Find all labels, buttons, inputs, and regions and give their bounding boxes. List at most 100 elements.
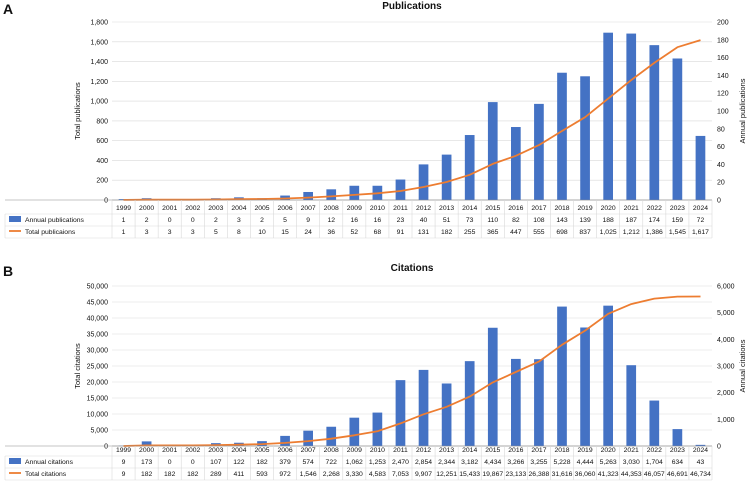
panel-a-category-label: 2019 bbox=[578, 205, 593, 212]
panel-a-total-value: 698 bbox=[556, 229, 568, 236]
panel-a-left-axis-title: Total publications bbox=[73, 82, 82, 140]
panel-b-bar bbox=[303, 431, 313, 446]
panel-b-right-tick-label: 1,000 bbox=[717, 417, 735, 424]
panel-b-left-axis-title: Total citations bbox=[73, 343, 82, 389]
panel-b-title: Citations bbox=[391, 263, 434, 274]
panel-b-annual-value: 5,263 bbox=[600, 459, 617, 466]
panel-b-annual-value: 3,182 bbox=[461, 459, 478, 466]
panel-a-bar bbox=[349, 186, 359, 200]
panel-a-total-value: 1,386 bbox=[646, 229, 663, 236]
panel-b-annual-value: 182 bbox=[256, 459, 268, 466]
panel-a-annual-value: 0 bbox=[191, 217, 195, 224]
panel-a-bar bbox=[696, 136, 706, 200]
panel-b-category-label: 2000 bbox=[139, 447, 154, 454]
panel-b-bar bbox=[603, 306, 613, 446]
panel-b-annual-value: 4,444 bbox=[577, 459, 594, 466]
panel-a-right-tick-label: 80 bbox=[717, 126, 725, 133]
panel-b-total-value: 12,251 bbox=[436, 471, 457, 478]
panel-a-category-label: 2005 bbox=[254, 205, 269, 212]
panel-a-category-label: 2000 bbox=[139, 205, 154, 212]
panel-b-left-tick-label: 45,000 bbox=[87, 300, 109, 307]
panel-b-category-label: 2006 bbox=[278, 447, 293, 454]
panel-a-annual-value: 3 bbox=[237, 217, 241, 224]
panel-a-bar bbox=[649, 45, 659, 200]
panel-b-right-tick-label: 6,000 bbox=[717, 284, 735, 291]
panel-b-total-value: 593 bbox=[256, 471, 268, 478]
panel-b-bar bbox=[580, 327, 590, 446]
panel-a-total-value: 131 bbox=[418, 229, 430, 236]
panel-b-total-value: 2,268 bbox=[323, 471, 340, 478]
panel-b-left-tick-label: 35,000 bbox=[87, 332, 109, 339]
panel-a-annual-value: 72 bbox=[697, 217, 705, 224]
panel-a-left-tick-label: 1,000 bbox=[90, 99, 108, 106]
panel-a-annual-value: 143 bbox=[556, 217, 568, 224]
panel-a-annual-value: 108 bbox=[533, 217, 545, 224]
panel-b-annual-value: 722 bbox=[326, 459, 338, 466]
panel-b-legend-bar-label: Annual citations bbox=[25, 459, 74, 466]
panel-a-annual-value: 2 bbox=[260, 217, 264, 224]
panel-b-annual-value: 4,434 bbox=[484, 459, 501, 466]
panel-b-category-label: 2016 bbox=[508, 447, 523, 454]
panel-b-category-label: 2007 bbox=[301, 447, 316, 454]
panel-b-bar bbox=[673, 429, 683, 446]
panel-a-bar bbox=[557, 73, 567, 200]
panel-a-total-value: 447 bbox=[510, 229, 522, 236]
panel-a-category-label: 2013 bbox=[439, 205, 454, 212]
panel-a-annual-value: 110 bbox=[487, 217, 498, 224]
panel-a-right-tick-label: 140 bbox=[717, 73, 729, 80]
panel-a-right-tick-label: 120 bbox=[717, 91, 729, 98]
panel-b-category-label: 2012 bbox=[416, 447, 431, 454]
panel-b-total-value: 7,053 bbox=[392, 471, 409, 478]
panel-b-right-axis-title: Annual citations bbox=[738, 339, 747, 392]
panel-a-legend-bar-label: Annual publications bbox=[25, 217, 85, 224]
panel-a-category-label: 2002 bbox=[185, 205, 200, 212]
panel-b-total-value: 182 bbox=[187, 471, 199, 478]
panel-a-bar bbox=[626, 34, 636, 200]
panel-a-annual-value: 23 bbox=[397, 217, 405, 224]
panel-a-category-label: 2006 bbox=[278, 205, 293, 212]
panel-a-category-label: 2008 bbox=[324, 205, 339, 212]
panel-a-category-label: 2001 bbox=[162, 205, 177, 212]
panel-a-annual-value: 82 bbox=[512, 217, 520, 224]
panel-b-total-value: 31,616 bbox=[552, 471, 573, 478]
panel-a-annual-value: 0 bbox=[168, 217, 172, 224]
panel-b-bar bbox=[465, 361, 475, 446]
panel-a-total-value: 15 bbox=[281, 229, 289, 236]
panel-b-left-tick-label: 25,000 bbox=[87, 364, 109, 371]
panel-a-total-value: 3 bbox=[168, 229, 172, 236]
panel-a-annual-value: 174 bbox=[649, 217, 661, 224]
panel-a-annual-value: 5 bbox=[283, 217, 287, 224]
panel-b-bar bbox=[534, 359, 544, 446]
panel-a-total-value: 8 bbox=[237, 229, 241, 236]
panel-a-category-label: 2014 bbox=[462, 205, 477, 212]
panel-a-category-label: 2004 bbox=[231, 205, 246, 212]
panel-b-annual-value: 122 bbox=[233, 459, 245, 466]
panel-a-bar bbox=[534, 104, 544, 200]
panel-b-annual-value: 0 bbox=[168, 459, 172, 466]
panel-b-annual-value: 634 bbox=[672, 459, 684, 466]
panel-b-category-label: 2002 bbox=[185, 447, 200, 454]
panel-a-category-label: 2015 bbox=[485, 205, 500, 212]
panel-b-category-label: 2020 bbox=[601, 447, 616, 454]
panel-b-category-label: 2005 bbox=[254, 447, 269, 454]
panel-a-bar bbox=[419, 164, 429, 200]
panel-b-annual-value: 3,030 bbox=[623, 459, 640, 466]
panel-b-total-value: 46,691 bbox=[667, 471, 688, 478]
panel-b-left-tick-label: 15,000 bbox=[87, 396, 109, 403]
panel-a-right-axis-title: Annual publications bbox=[738, 78, 747, 143]
panel-b-total-value: 41,323 bbox=[598, 471, 619, 478]
panel-b-category-label: 2024 bbox=[693, 447, 708, 454]
panel-b-category-label: 2008 bbox=[324, 447, 339, 454]
panel-a-total-value: 24 bbox=[304, 229, 312, 236]
panel-b-total-value: 36,060 bbox=[575, 471, 596, 478]
panel-a-total-value: 365 bbox=[487, 229, 499, 236]
panel-b-category-label: 2011 bbox=[393, 447, 408, 454]
panel-b-total-value: 23,133 bbox=[505, 471, 526, 478]
panel-a-annual-value: 51 bbox=[443, 217, 451, 224]
panel-b-right-tick-label: 4,000 bbox=[717, 337, 735, 344]
panel-b-bar bbox=[557, 307, 567, 446]
panel-b-category-label: 2003 bbox=[208, 447, 223, 454]
panel-a-total-value: 91 bbox=[397, 229, 405, 236]
